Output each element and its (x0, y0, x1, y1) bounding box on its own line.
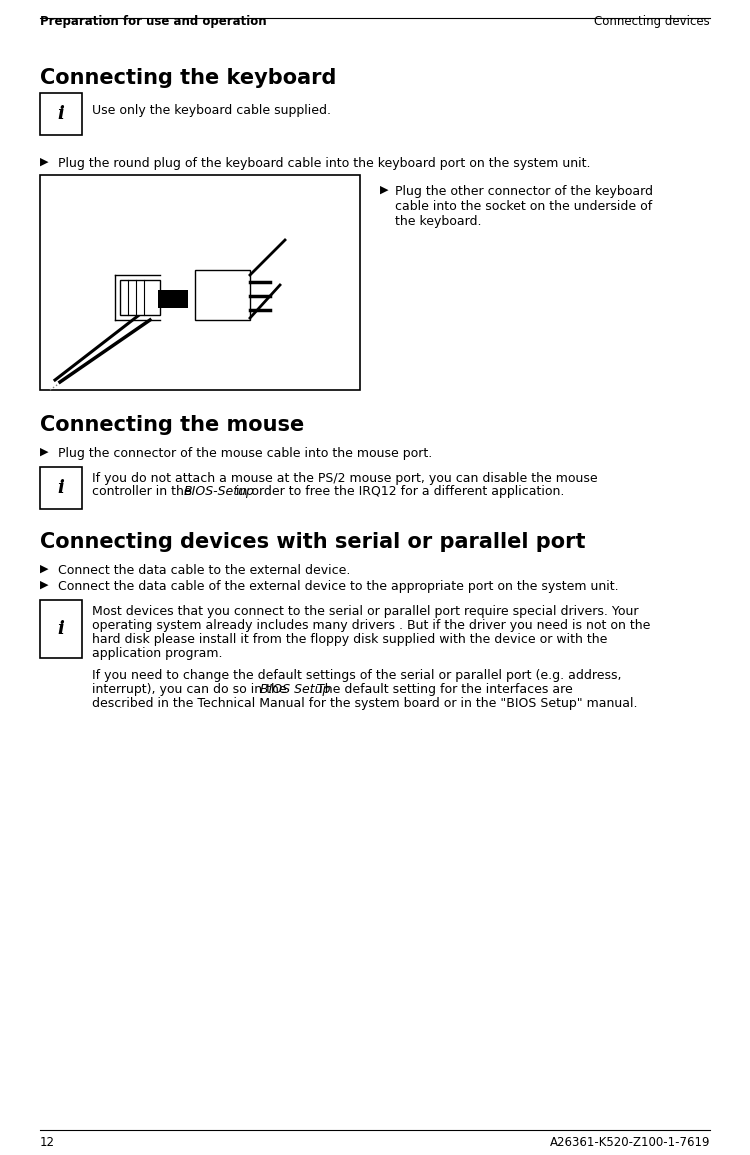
Text: ▶: ▶ (40, 564, 49, 574)
Text: Plug the other connector of the keyboard: Plug the other connector of the keyboard (395, 185, 653, 198)
Text: . The default setting for the interfaces are: . The default setting for the interfaces… (309, 683, 572, 696)
Text: i: i (58, 479, 64, 497)
Text: in order to free the IRQ12 for a different application.: in order to free the IRQ12 for a differe… (232, 485, 565, 498)
Bar (40, 176, 360, 390)
Bar (195, 270, 250, 320)
Bar (40, 467, 82, 509)
Text: Connecting the keyboard: Connecting the keyboard (40, 68, 336, 88)
Text: Preparation for use and operation: Preparation for use and operation (40, 15, 267, 28)
Text: Connect the data cable to the external device.: Connect the data cable to the external d… (58, 564, 350, 578)
Text: Use only the keyboard cable supplied.: Use only the keyboard cable supplied. (92, 104, 331, 117)
Text: BIOS-Setup: BIOS-Setup (184, 485, 255, 498)
Text: i: i (58, 105, 64, 122)
Text: Connect the data cable of the external device to the appropriate port on the sys: Connect the data cable of the external d… (58, 580, 619, 593)
Bar (158, 290, 188, 308)
Text: Most devices that you connect to the serial or parallel port require special dri: Most devices that you connect to the ser… (92, 605, 638, 618)
Text: Plug the round plug of the keyboard cable into the keyboard port on the system u: Plug the round plug of the keyboard cabl… (58, 157, 590, 170)
Text: Connecting the mouse: Connecting the mouse (40, 415, 304, 435)
Text: described in the Technical Manual for the system board or in the "BIOS Setup" ma: described in the Technical Manual for th… (92, 696, 638, 710)
Text: ▶: ▶ (380, 185, 388, 195)
Text: cable into the socket on the underside of: cable into the socket on the underside o… (395, 200, 652, 213)
Text: If you need to change the default settings of the serial or parallel port (e.g. : If you need to change the default settin… (92, 669, 622, 681)
Text: application program.: application program. (92, 647, 223, 660)
Text: operating system already includes many drivers . But if the driver you need is n: operating system already includes many d… (92, 619, 650, 632)
Text: BIOS Setup: BIOS Setup (260, 683, 331, 696)
Text: hard disk please install it from the floppy disk supplied with the device or wit: hard disk please install it from the flo… (92, 633, 608, 646)
Text: Plug the connector of the mouse cable into the mouse port.: Plug the connector of the mouse cable in… (58, 447, 432, 460)
Bar (40, 599, 82, 658)
Bar (40, 94, 82, 135)
Text: ▶: ▶ (40, 447, 49, 457)
Text: the keyboard.: the keyboard. (395, 215, 482, 228)
Text: Connecting devices: Connecting devices (594, 15, 710, 28)
Text: controller in the: controller in the (92, 485, 196, 498)
Text: i: i (58, 620, 64, 638)
Text: ▶: ▶ (40, 157, 49, 167)
Text: ▶: ▶ (40, 580, 49, 590)
Text: If you do not attach a mouse at the PS/2 mouse port, you can disable the mouse: If you do not attach a mouse at the PS/2… (92, 472, 598, 485)
Text: interrupt), you can do so in the: interrupt), you can do so in the (92, 683, 291, 696)
Bar (120, 280, 160, 315)
Text: Connecting devices with serial or parallel port: Connecting devices with serial or parall… (40, 532, 586, 552)
Text: 12: 12 (40, 1137, 55, 1149)
Text: A26361-K520-Z100-1-7619: A26361-K520-Z100-1-7619 (550, 1137, 710, 1149)
